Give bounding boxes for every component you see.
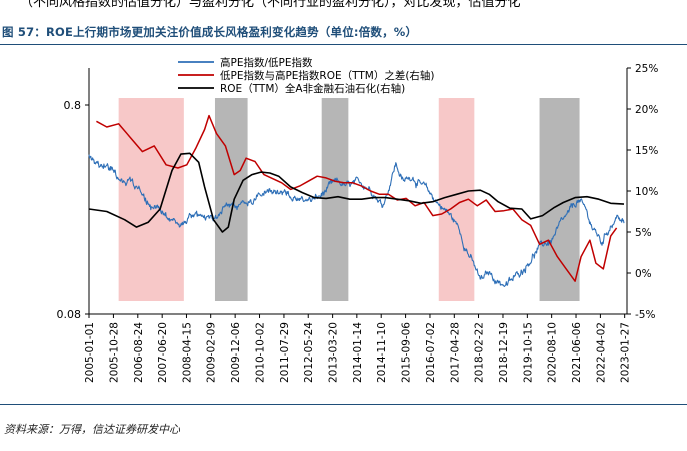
right-tick-label-5: 0% [635,268,652,280]
x-tick-label-15: 2017-04-28 [449,322,461,383]
x-tick-label-20: 2021-06-06 [571,322,583,383]
shaded-period-1 [118,98,184,301]
right-tick-label-1: 20% [635,104,658,116]
x-tick-label-9: 2012-05-24 [303,322,315,383]
axes: 0.8 0.08 25% 20% 15% 10% 5% 0% -5% 2005-01-01 2005… [57,63,659,383]
shaded-period-5 [539,98,580,301]
x-tick-label-0: 2005-01-01 [84,322,96,383]
footer-rule [0,404,687,405]
cutoff-text: （不同风格指数的估值分化）与盈利分化（不同行业的盈利分化），对比发现，估值分化 [20,0,521,10]
series-roe-gap [96,114,618,282]
x-tick-label-22: 2023-01-27 [620,322,632,383]
x-tick-label-16: 2018-02-22 [474,322,486,383]
legend-entry-roe-gap: 低PE指数与高PE指数ROE（TTM）之差(右轴) [220,69,435,82]
x-tick-label-21: 2022-04-02 [595,322,607,383]
x-tick-label-6: 2009-12-06 [230,322,242,383]
series-pe-ratio [88,154,625,287]
legend-entry-pe-ratio: 高PE指数/低PE指数 [220,56,313,69]
x-tick-label-1: 2005-10-28 [108,322,120,383]
series-roe-total [88,152,625,233]
right-tick-label-0: 25% [635,63,658,75]
right-tick-label-2: 15% [635,145,658,157]
cutoff-text-line: （不同风格指数的估值分化）与盈利分化（不同行业的盈利分化），对比发现，估值分化 [0,0,687,10]
x-tick-label-7: 2010-10-02 [255,322,267,383]
shaded-period-2 [214,98,248,301]
x-tick-label-12: 2014-11-10 [376,322,388,383]
shaded-period-3 [321,98,349,301]
x-tick-label-14: 2016-07-02 [425,322,437,383]
figure-title: 图 57：ROE上行期市场更加关注价值成长风格盈利变化趋势（单位:倍数，%） [2,25,418,39]
x-tick-label-10: 2013-03-20 [328,322,340,383]
x-tick-label-13: 2015-09-06 [401,322,413,383]
x-tick-label-18: 2019-10-15 [522,322,534,383]
right-tick-label-6: -5% [635,309,655,321]
x-tick-label-17: 2018-12-19 [498,322,510,383]
legend-entry-roe-total: ROE（TTM）全A非金融石油石化(右轴) [220,82,405,95]
x-tick-label-3: 2007-06-20 [157,322,169,383]
chart: 0.8 0.08 25% 20% 15% 10% 5% 0% -5% 2005-01-01 2005… [57,56,659,383]
x-tick-label-4: 2008-04-15 [181,322,193,383]
title-rule [0,44,687,45]
right-tick-label-3: 10% [635,186,658,198]
x-tick-label-2: 2006-08-24 [133,322,145,383]
left-tick-label-1: 0.08 [57,308,82,321]
legend: 高PE指数/低PE指数低PE指数与高PE指数ROE（TTM）之差(右轴)ROE（… [178,56,435,95]
x-tick-label-19: 2020-08-10 [547,322,559,383]
left-tick-label-0: 0.8 [64,99,82,112]
x-tick-label-8: 2011-07-29 [279,322,291,383]
series-lines [88,114,625,287]
x-tick-label-11: 2014-01-14 [352,322,364,383]
x-tick-label-5: 2009-02-09 [206,322,218,383]
shaded-periods [118,98,580,301]
source-note: 资料来源：万得，信达证券研发中心 [4,423,180,436]
right-tick-label-4: 5% [635,227,652,239]
